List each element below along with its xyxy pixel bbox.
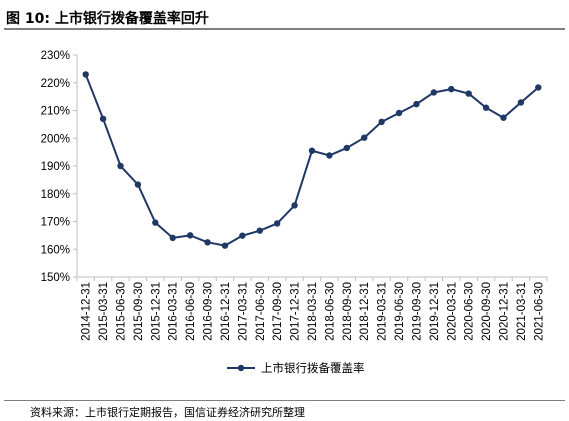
data-point: [308, 147, 316, 154]
x-tick-label: 2020-09-30: [481, 282, 493, 341]
x-tick-label: 2016-12-31: [220, 282, 232, 341]
data-point: [221, 242, 229, 249]
data-point: [430, 89, 438, 96]
x-tick-label: 2018-06-30: [324, 282, 336, 341]
data-point: [326, 152, 333, 159]
y-tick-label: 180%: [41, 189, 70, 201]
data-point: [99, 115, 107, 123]
y-tick-label: 170%: [41, 217, 70, 229]
data-point: [291, 202, 298, 209]
x-tick-label: 2017-06-30: [255, 282, 267, 341]
figure-title: 图 10: 上市银行拨备覆盖率回升: [6, 11, 209, 27]
x-tick-label: 2020-06-30: [464, 282, 476, 341]
x-tick-label: 2019-12-31: [429, 282, 441, 341]
data-point: [82, 71, 89, 78]
data-point: [239, 232, 246, 239]
data-point: [500, 114, 507, 121]
x-tick-label: 2020-12-31: [498, 282, 510, 341]
data-point: [448, 85, 455, 93]
data-point: [169, 234, 176, 242]
y-tick-label: 190%: [41, 161, 70, 173]
x-tick-label: 2014-12-31: [81, 282, 93, 341]
y-tick-label: 210%: [41, 106, 70, 118]
x-tick-label: 2021-06-30: [533, 282, 545, 341]
x-tick-label: 2016-06-30: [185, 282, 197, 341]
data-point: [378, 118, 385, 126]
x-tick-label: 2018-09-30: [342, 282, 354, 341]
data-point: [361, 134, 368, 141]
data-point: [152, 219, 159, 226]
x-tick-label: 2017-12-31: [290, 282, 302, 341]
x-tick-label: 2021-03-31: [516, 282, 528, 341]
x-tick-label: 2018-12-31: [359, 282, 371, 341]
data-point: [395, 109, 403, 117]
data-point: [134, 181, 142, 188]
data-point: [535, 84, 542, 91]
data-point: [204, 239, 211, 246]
x-tick-label: 2015-12-31: [150, 282, 162, 341]
x-tick-label: 2016-09-30: [203, 282, 215, 341]
data-point: [482, 104, 490, 111]
x-tick-label: 2017-09-30: [272, 282, 284, 341]
x-tick-label: 2019-03-31: [377, 282, 389, 341]
data-point: [273, 220, 281, 227]
legend-label: 上市银行拨备覆盖率: [261, 361, 365, 375]
data-point: [117, 162, 124, 170]
source-divider: [4, 400, 565, 401]
data-point: [256, 227, 263, 234]
x-tick-label: 2016-03-31: [168, 282, 180, 341]
data-point: [517, 99, 525, 106]
x-tick-label: 2019-06-30: [394, 282, 406, 341]
x-tick-label: 2015-03-31: [98, 282, 110, 341]
title-bar: 图 10: 上市银行拨备覆盖率回升: [4, 6, 565, 30]
data-point: [343, 144, 351, 152]
data-point: [465, 90, 472, 97]
y-tick-label: 200%: [41, 133, 70, 145]
x-tick-label: 2018-03-31: [307, 282, 319, 341]
x-tick-label: 2015-06-30: [116, 282, 128, 341]
x-tick-label: 2015-09-30: [133, 282, 145, 341]
y-tick-label: 230%: [41, 50, 70, 62]
x-tick-label: 2017-03-31: [237, 282, 249, 341]
y-tick-label: 160%: [41, 244, 70, 256]
data-point: [413, 100, 420, 108]
y-tick-label: 150%: [41, 272, 70, 284]
x-tick-label: 2019-09-30: [411, 282, 423, 341]
data-point: [186, 232, 194, 239]
x-tick-label: 2020-03-31: [446, 282, 458, 341]
y-tick-label: 220%: [41, 78, 70, 90]
source-note: 资料来源：上市银行定期报告，国信证券经济研究所整理: [30, 406, 305, 419]
legend-marker: [237, 364, 245, 372]
